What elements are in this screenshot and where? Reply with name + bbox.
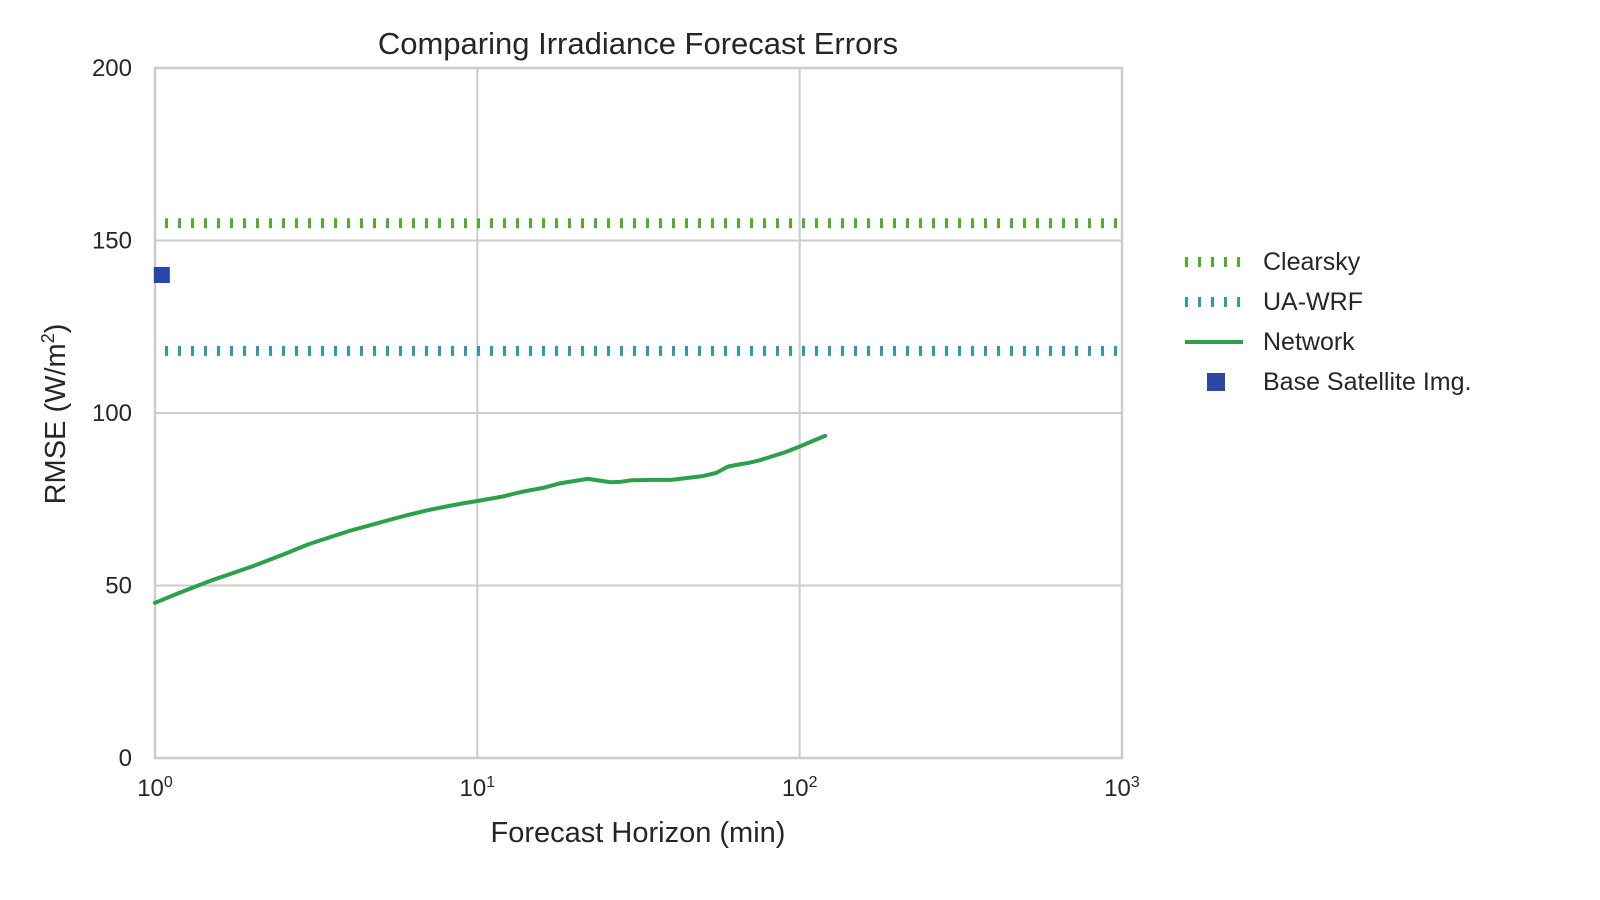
y-axis-label: RMSE (W/m2) bbox=[38, 324, 72, 505]
y-tick-label: 150 bbox=[92, 228, 132, 255]
y-tick-label: 50 bbox=[105, 573, 132, 600]
legend-label: Network bbox=[1263, 328, 1355, 356]
y-axis-label-superscript: 2 bbox=[38, 333, 58, 343]
x-tick-label: 100 bbox=[137, 774, 173, 802]
y-tick-label: 100 bbox=[92, 400, 132, 427]
y-axis-label-close: ) bbox=[40, 324, 72, 334]
y-axis-label-main: RMSE (W/m bbox=[40, 343, 72, 504]
legend-label: Clearsky bbox=[1263, 248, 1361, 276]
series-base-satellite-marker bbox=[153, 267, 170, 283]
legend-swatch bbox=[1207, 373, 1225, 391]
plot-frame bbox=[153, 66, 1124, 760]
legend: Clearsky UA-WRF Network Base Satellite Img. bbox=[1185, 248, 1471, 396]
x-tick-label: 102 bbox=[782, 774, 818, 802]
legend-label: Base Satellite Img. bbox=[1263, 368, 1471, 396]
y-tick-label: 200 bbox=[92, 55, 132, 82]
y-tick-label: 0 bbox=[119, 745, 132, 772]
chart-title: Comparing Irradiance Forecast Errors bbox=[378, 26, 898, 61]
series-network-line bbox=[153, 433, 828, 605]
x-tick-label: 103 bbox=[1104, 774, 1140, 802]
x-axis-label: Forecast Horizon (min) bbox=[491, 817, 786, 849]
x-tick-label: 101 bbox=[460, 774, 496, 802]
legend-label: UA-WRF bbox=[1263, 288, 1363, 316]
